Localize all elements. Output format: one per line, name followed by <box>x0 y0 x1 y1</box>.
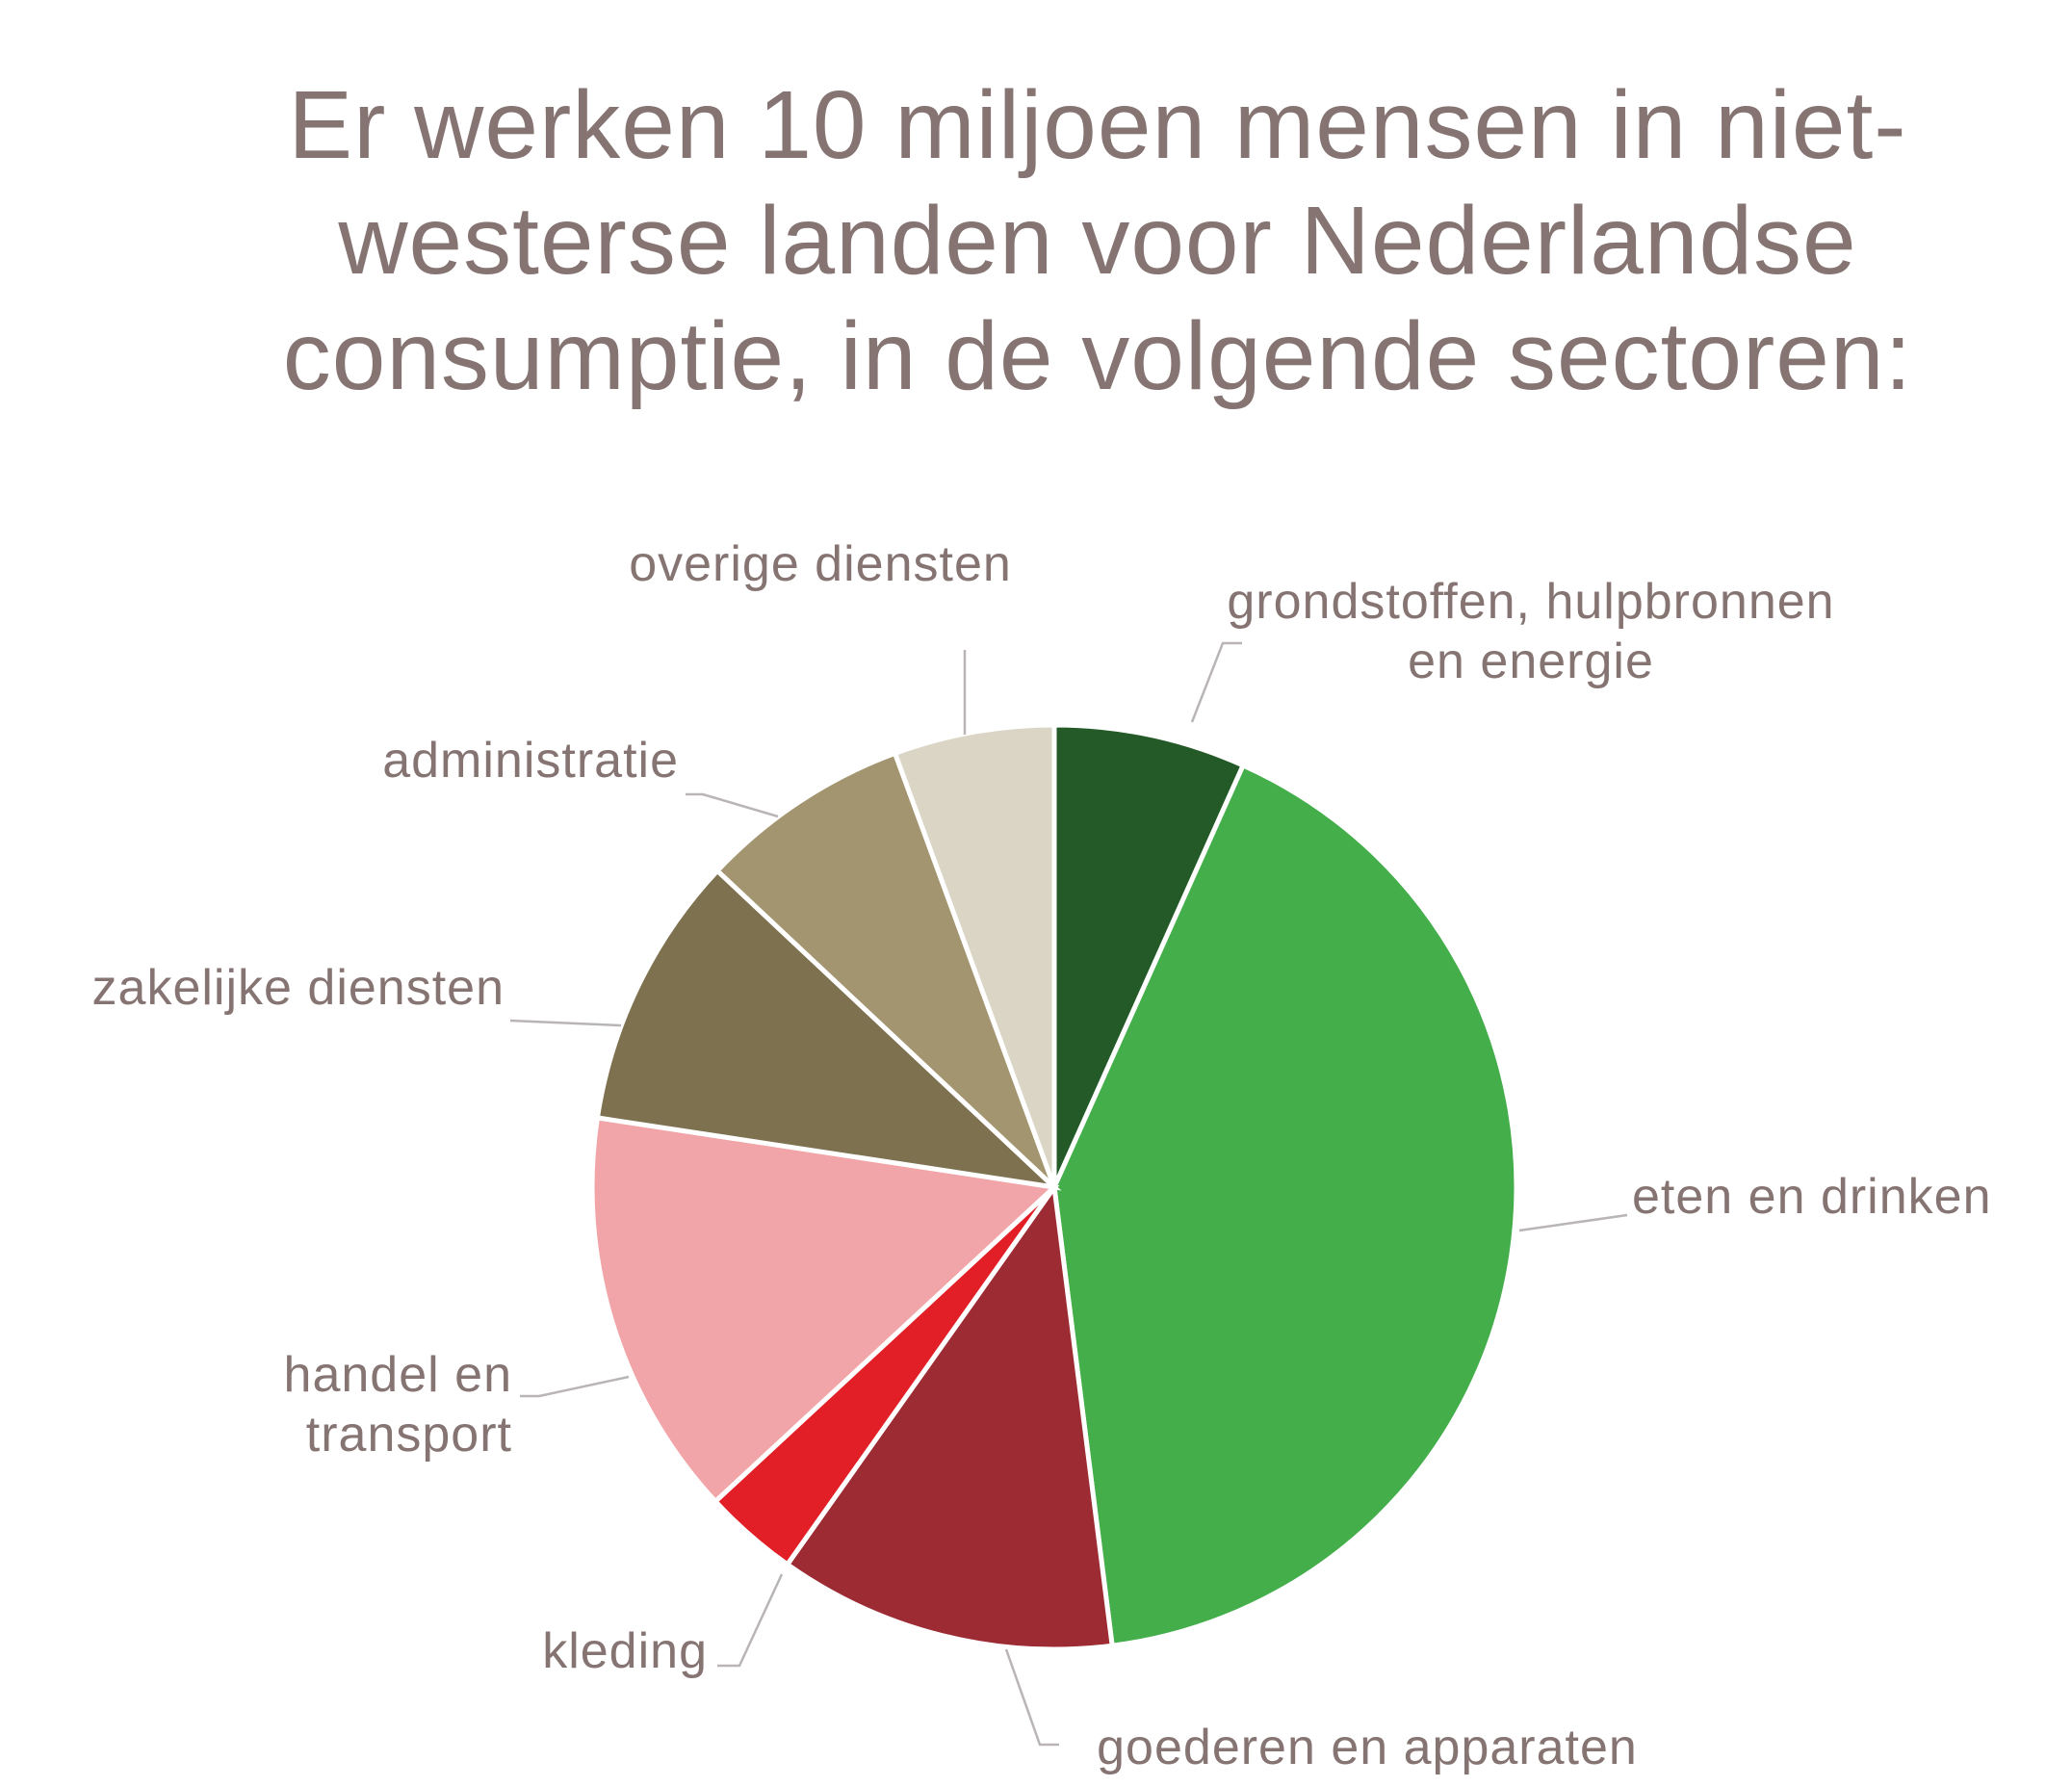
leader-line-eten-en-drinken <box>1518 1213 1628 1232</box>
leader-line-handel-en-transport <box>520 1375 630 1398</box>
leader-line-administratie <box>686 792 779 818</box>
slice-label-handel-en-transport: handel en transport <box>284 1347 512 1463</box>
slice-label-overige-diensten: overige diensten <box>629 536 1012 592</box>
slice-label-line: transport <box>306 1407 512 1463</box>
slice-label-line: eten en drinken <box>1632 1169 1992 1225</box>
pie-slice-administratie <box>713 750 1057 1189</box>
pie-slice-handel-en-transport <box>589 1115 1060 1505</box>
pie-slices <box>589 722 1519 1652</box>
pie-slice-goederen-en-apparaten <box>784 1180 1115 1652</box>
slice-label-line: goederen en apparaten <box>1097 1720 1638 1775</box>
slice-label-line: en energie <box>1408 634 1654 689</box>
slice-label-line: administratie <box>382 733 679 789</box>
chart-title-line-2: westerse landen voor Nederlandse <box>338 187 1857 295</box>
slice-label-line: overige diensten <box>629 536 1012 592</box>
pie-slice-eten-en-drinken <box>1051 762 1519 1649</box>
leader-line-grondstoffen-hulpbronnen-en-energie <box>1190 641 1242 723</box>
chart-title-line-3: consumptie, in de volgende sectoren: <box>282 302 1913 410</box>
slice-label-line: zakelijke diensten <box>92 960 505 1016</box>
slice-label-kleding: kleding <box>542 1623 708 1679</box>
pie-slice-zakelijke-diensten <box>594 867 1062 1191</box>
leader-line-kleding <box>717 1573 784 1668</box>
chart-title-line-1: Er werken 10 miljoen mensen in niet- <box>288 71 1907 179</box>
pie-slice-grondstoffen-hulpbronnen-en-energie <box>1051 722 1247 1189</box>
pie-leader-lines <box>509 641 1628 1747</box>
slice-label-goederen-en-apparaten: goederen en apparaten <box>1097 1720 1638 1775</box>
slice-label-line: handel en <box>284 1347 512 1403</box>
slice-label-line: kleding <box>542 1623 708 1679</box>
slice-label-zakelijke-diensten: zakelijke diensten <box>92 960 505 1016</box>
slice-label-grondstoffen-hulpbronnen-en-energie: grondstoffen, hulpbronnen en energie <box>1227 574 1834 689</box>
pie-labels: grondstoffen, hulpbronnen en energie eten … <box>92 536 1992 1775</box>
slice-label-administratie: administratie <box>382 733 679 789</box>
slice-label-line: grondstoffen, hulpbronnen <box>1227 574 1834 630</box>
chart-title: Er werken 10 miljoen mensen in niet- wes… <box>173 67 2022 414</box>
pie-slice-overige-diensten <box>892 722 1057 1188</box>
leader-line-zakelijke-diensten <box>509 1019 622 1027</box>
leader-line-goederen-en-apparaten <box>1004 1648 1059 1747</box>
slice-label-eten-en-drinken: eten en drinken <box>1632 1169 1992 1225</box>
